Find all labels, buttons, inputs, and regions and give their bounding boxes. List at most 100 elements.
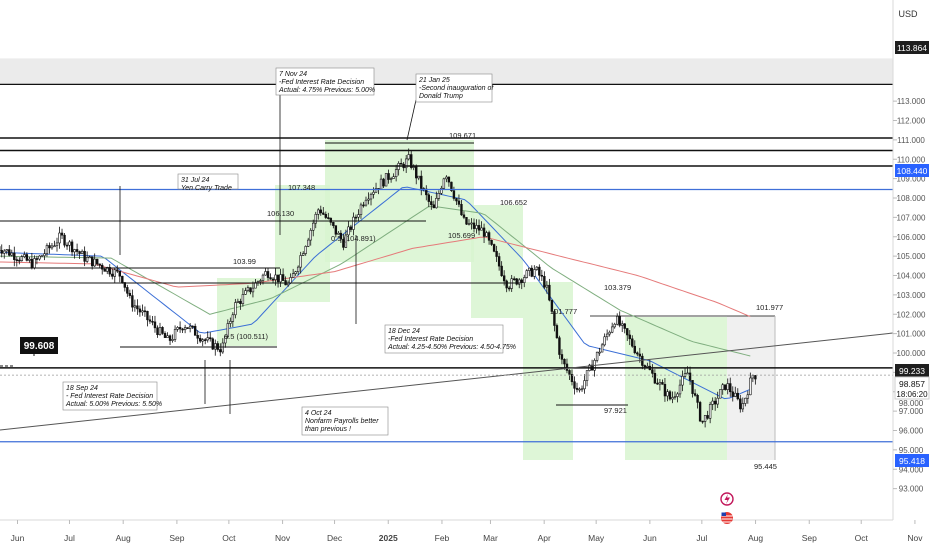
price-label: 107.348 <box>288 183 315 192</box>
candle-body <box>427 194 430 202</box>
price-label: 105.699 <box>448 231 475 240</box>
y-tick-label: 102.000 <box>897 310 926 319</box>
candle-body <box>116 269 119 272</box>
candle-body <box>249 287 252 293</box>
candle-body <box>98 263 101 266</box>
candle-body <box>643 365 647 368</box>
x-tick-label: Nov <box>275 533 291 543</box>
candle-body <box>196 335 199 339</box>
candle-body <box>206 337 209 341</box>
x-tick-label: Jun <box>643 533 657 543</box>
candle-body <box>347 226 350 236</box>
x-tick-label: Aug <box>116 533 131 543</box>
candle-body <box>420 175 423 189</box>
y-tick-label: 112.000 <box>897 117 926 126</box>
candle-body <box>603 336 606 346</box>
candle-body <box>48 245 51 249</box>
candle-body <box>357 214 360 218</box>
candle-body <box>417 175 420 179</box>
y-tick-label: 93.000 <box>899 485 924 494</box>
candle-body <box>555 325 559 339</box>
candle-body <box>168 335 172 341</box>
candle-body <box>658 382 662 385</box>
price-label: 95.445 <box>754 462 777 471</box>
y-tick-label: 95.000 <box>899 446 924 455</box>
candle-body <box>502 275 506 282</box>
candle-body <box>30 258 34 269</box>
candle-body <box>457 200 461 205</box>
annotation-line: -Fed Interest Rate Decision <box>279 79 364 86</box>
candle-body <box>163 333 167 338</box>
candle-body <box>55 242 59 247</box>
annotation-line: than previous ! <box>305 426 351 433</box>
us-flag-event-icon[interactable] <box>721 512 733 524</box>
candle-body <box>623 323 626 329</box>
candle-body <box>211 338 214 350</box>
candle-body <box>688 372 692 381</box>
event-annotation[interactable]: 7 Nov 24-Fed Interest Rate DecisionActua… <box>275 67 375 235</box>
candle-body <box>716 397 719 405</box>
candle-body <box>103 268 106 272</box>
candle-body <box>151 320 154 323</box>
price-label: 0.5 (100.511) <box>224 332 269 341</box>
candle-body <box>671 397 674 400</box>
candle-body <box>691 380 694 394</box>
x-tick-label: Feb <box>435 533 450 543</box>
x-tick-label: Nov <box>907 533 923 543</box>
candle-body <box>362 204 365 207</box>
candle-body <box>746 394 750 399</box>
candle-body <box>88 256 91 259</box>
candle-body <box>713 400 717 405</box>
candle-body <box>63 234 66 246</box>
candle-body <box>467 223 471 225</box>
candle-body <box>339 232 343 240</box>
candle-body <box>229 321 232 324</box>
candle-body <box>621 323 624 326</box>
candle-body <box>296 266 300 273</box>
candle-body <box>751 375 755 379</box>
y-tick-label: 104.000 <box>897 272 926 281</box>
candle-body <box>239 300 242 304</box>
candle-body <box>598 351 601 354</box>
candle-body <box>470 222 473 225</box>
candle-body <box>317 209 320 215</box>
candle-body <box>332 222 335 226</box>
candle-body <box>231 314 235 322</box>
annotation-line: - Fed Interest Rate Decision <box>66 393 153 400</box>
candle-body <box>244 290 247 295</box>
candle-body <box>324 214 327 218</box>
y-tick-label: 101.000 <box>897 330 926 339</box>
x-tick-label: Dec <box>327 533 343 543</box>
candle-body <box>204 339 207 341</box>
level-label-95418: 95.418 <box>895 454 929 467</box>
candle-body <box>68 241 71 246</box>
event-annotation[interactable]: 18 Dec 24-Fed Interest Rate DecisionActu… <box>355 235 516 354</box>
candle-body <box>538 266 541 276</box>
candle-body <box>641 355 644 366</box>
lightning-event-icon[interactable] <box>720 492 734 506</box>
last-price-label: 98.857 18:06:20 <box>894 376 930 400</box>
candle-body <box>183 327 187 331</box>
candle-body <box>404 158 408 169</box>
candle-body <box>314 213 317 224</box>
candle-body <box>53 245 56 248</box>
candle-body <box>166 335 169 338</box>
candle-body <box>251 287 255 293</box>
price-label: 101.777 <box>550 307 577 316</box>
candle-body <box>153 321 157 329</box>
y-tick-label: 111.000 <box>897 136 925 145</box>
candle-body <box>734 392 737 397</box>
candle-body <box>8 249 11 256</box>
y-tick-label: 100.000 <box>897 349 926 358</box>
svg-text:99.233: 99.233 <box>899 366 925 376</box>
currency-label: USD <box>898 9 918 19</box>
candle-body <box>176 327 179 330</box>
y-tick-label: 109.000 <box>897 175 926 184</box>
candle-body <box>70 241 74 253</box>
candle-body <box>656 382 659 385</box>
event-annotation[interactable]: 18 Sep 24- Fed Interest Rate DecisionAct… <box>62 360 206 411</box>
